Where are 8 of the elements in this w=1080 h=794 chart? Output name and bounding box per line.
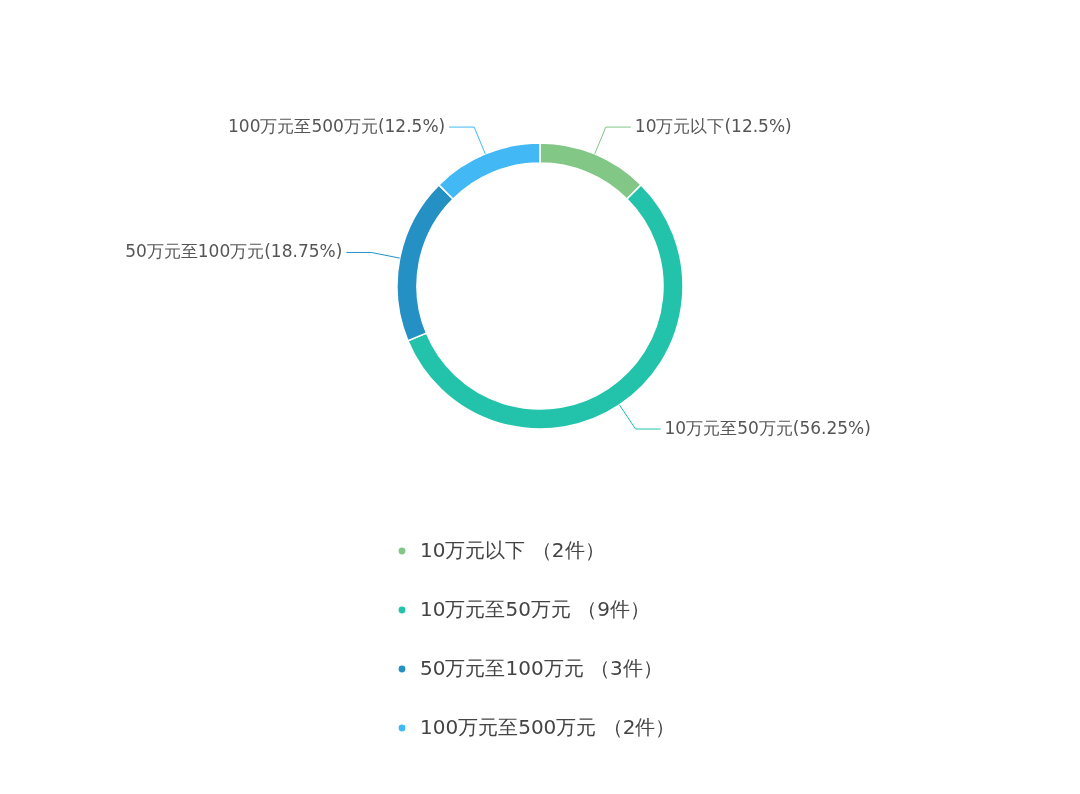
data-label: 10万元至50万元(56.25%) — [664, 418, 871, 439]
legend-label: 100万元至500万元 （2件） — [420, 715, 676, 739]
data-label: 100万元至500万元(12.5%) — [228, 116, 446, 137]
legend-label: 10万元至50万元 （9件） — [420, 597, 650, 621]
data-label: 10万元以下(12.5%) — [634, 116, 792, 137]
legend-label: 10万元以下 （2件） — [420, 538, 605, 562]
legend-label: 50万元至100万元 （3件） — [420, 656, 663, 680]
data-label: 50万元至100万元(18.75%) — [125, 241, 343, 262]
